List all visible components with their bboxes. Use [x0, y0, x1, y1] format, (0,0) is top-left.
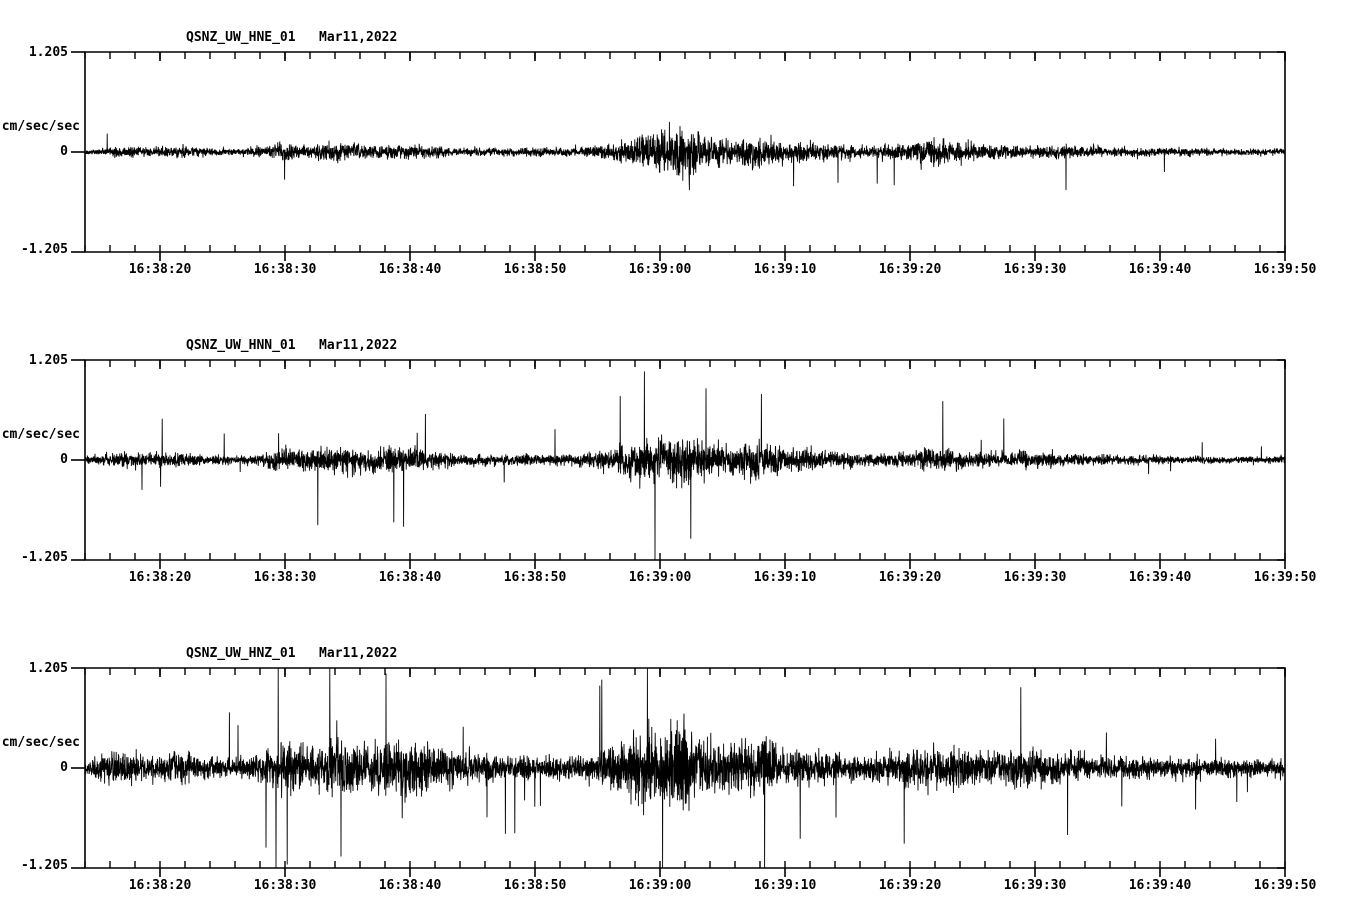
waveform-trace-hnz: [84, 667, 1286, 869]
x-tick-label: 16:38:20: [128, 262, 192, 277]
x-tick-label: 16:38:40: [378, 262, 442, 277]
x-tick-label: 16:39:30: [1003, 262, 1067, 277]
major-tick-group: [159, 668, 1286, 877]
x-tick-label: 16:38:30: [253, 570, 317, 585]
waveform-trace-hnn: [84, 371, 1286, 561]
x-tick-label: 16:39:00: [628, 262, 692, 277]
x-tick-label: 16:38:50: [503, 570, 567, 585]
x-tick-label: 16:39:20: [878, 570, 942, 585]
y-tick-group: [71, 667, 1285, 869]
y-tick-min-hnz: -1.205: [21, 858, 68, 873]
x-tick-label: 16:39:00: [628, 570, 692, 585]
panel-title-hnz: QSNZ_UW_HNZ_01 Mar11,2022: [186, 646, 398, 661]
x-tick-label: 16:39:10: [753, 878, 817, 893]
y-axis-unit-label-hnn: cm/sec/sec: [1, 427, 80, 442]
plot-area-hnz: [71, 667, 1286, 877]
minor-tick-group: [84, 52, 1286, 252]
y-tick-min-hnn: -1.205: [21, 550, 68, 565]
y-tick-min-hne: -1.205: [21, 242, 68, 257]
x-tick-label: 16:38:30: [253, 878, 317, 893]
x-tick-label: 16:38:50: [503, 878, 567, 893]
y-tick-group: [71, 51, 1285, 253]
y-tick-zero-hnz: 0: [60, 760, 68, 775]
y-tick-max-hnn: 1.205: [28, 353, 68, 368]
x-tick-label: 16:38:30: [253, 262, 317, 277]
y-tick-group: [71, 359, 1285, 561]
x-tick-label: 16:39:40: [1128, 570, 1192, 585]
panel-title-hne: QSNZ_UW_HNE_01 Mar11,2022: [186, 30, 398, 45]
x-tick-label: 16:38:20: [128, 570, 192, 585]
y-axis-unit-label-hnz: cm/sec/sec: [1, 735, 80, 750]
major-tick-group: [159, 360, 1286, 569]
panel-title-hnn: QSNZ_UW_HNN_01 Mar11,2022: [186, 338, 398, 353]
x-tick-label: 16:38:50: [503, 262, 567, 277]
x-tick-label: 16:39:20: [878, 878, 942, 893]
x-tick-label: 16:38:40: [378, 570, 442, 585]
x-tick-label: 16:39:30: [1003, 570, 1067, 585]
plot-area-hne: [71, 51, 1286, 261]
minor-tick-group: [84, 360, 1286, 560]
major-tick-group: [159, 52, 1286, 261]
x-tick-label: 16:39:40: [1128, 262, 1192, 277]
plot-area-hnn: [71, 359, 1286, 569]
x-tick-label: 16:38:40: [378, 878, 442, 893]
x-tick-label: 16:39:10: [753, 570, 817, 585]
waveform-trace-hne: [84, 121, 1286, 191]
x-tick-label: 16:39:20: [878, 262, 942, 277]
y-tick-zero-hne: 0: [60, 144, 68, 159]
x-tick-label: 16:39:30: [1003, 878, 1067, 893]
y-tick-max-hne: 1.205: [28, 45, 68, 60]
y-tick-max-hnz: 1.205: [28, 661, 68, 676]
x-tick-label: 16:39:10: [753, 262, 817, 277]
x-tick-label: 16:39:50: [1253, 262, 1317, 277]
x-tick-label: 16:39:50: [1253, 570, 1317, 585]
y-tick-zero-hnn: 0: [60, 452, 68, 467]
x-tick-label: 16:39:40: [1128, 878, 1192, 893]
y-axis-unit-label-hne: cm/sec/sec: [1, 119, 80, 134]
x-tick-label: 16:39:50: [1253, 878, 1317, 893]
x-tick-label: 16:38:20: [128, 878, 192, 893]
x-tick-label: 16:39:00: [628, 878, 692, 893]
